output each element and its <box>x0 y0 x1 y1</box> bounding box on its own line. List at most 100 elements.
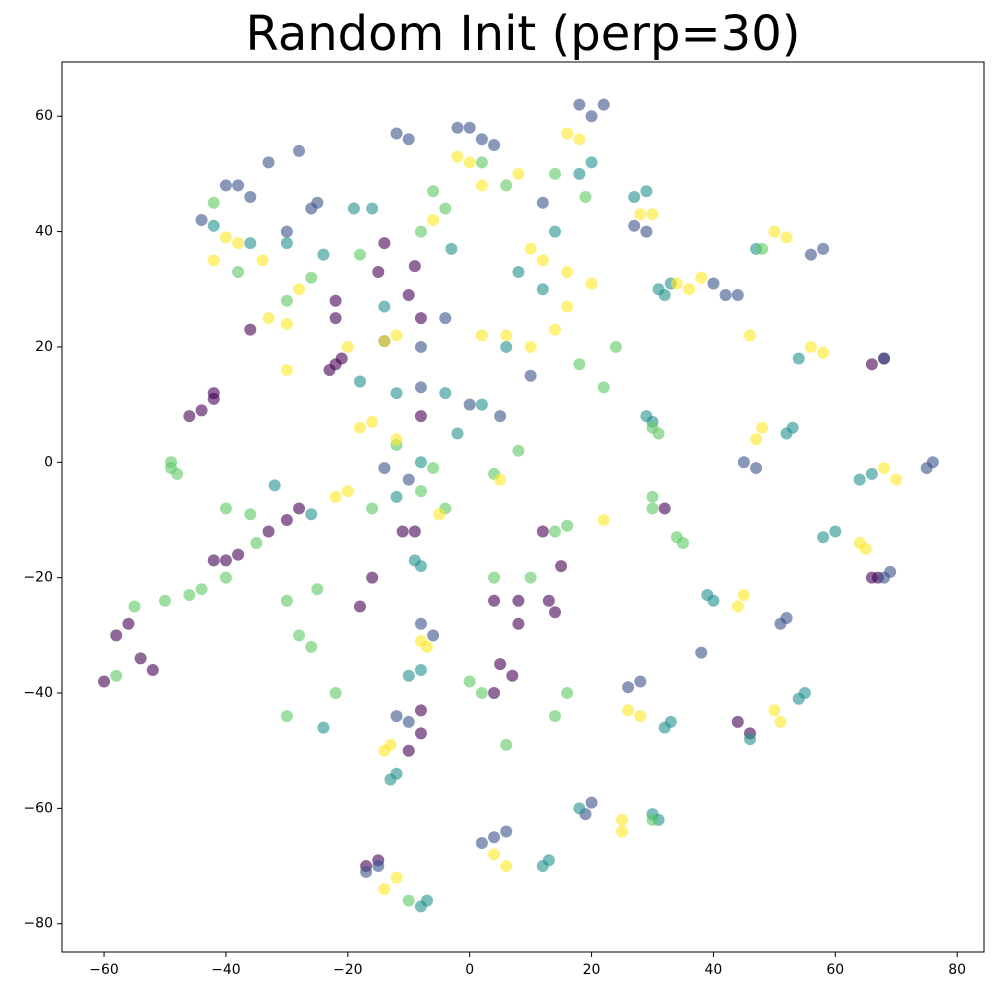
point <box>366 502 379 515</box>
point <box>414 704 427 717</box>
point <box>512 265 525 278</box>
point <box>475 179 488 192</box>
point <box>652 427 665 440</box>
point <box>622 704 635 717</box>
point <box>646 502 659 515</box>
point <box>890 473 903 486</box>
point <box>548 525 561 538</box>
point <box>353 248 366 261</box>
x-tick-label: −40 <box>211 962 241 978</box>
point <box>341 340 354 353</box>
point <box>475 329 488 342</box>
point <box>195 404 208 417</box>
point <box>488 594 501 607</box>
point <box>737 588 750 601</box>
point <box>463 398 476 411</box>
point <box>366 202 379 215</box>
point <box>475 687 488 700</box>
point <box>305 271 318 284</box>
point <box>750 433 763 446</box>
point <box>390 127 403 140</box>
point <box>414 312 427 325</box>
point <box>475 836 488 849</box>
point <box>414 225 427 238</box>
point <box>347 202 360 215</box>
point <box>616 813 629 826</box>
point <box>634 675 647 688</box>
point <box>146 663 159 676</box>
point <box>774 715 787 728</box>
point <box>232 179 245 192</box>
point <box>402 894 415 907</box>
point <box>524 571 537 584</box>
point <box>804 340 817 353</box>
point <box>756 421 769 434</box>
point <box>414 617 427 630</box>
x-tick-label: 60 <box>826 962 844 978</box>
point <box>256 254 269 267</box>
y-tick-label: 20 <box>35 339 53 355</box>
point <box>524 242 537 255</box>
point <box>408 525 421 538</box>
point <box>366 571 379 584</box>
point <box>853 537 866 550</box>
point <box>280 364 293 377</box>
point <box>402 473 415 486</box>
point <box>262 156 275 169</box>
point <box>780 231 793 244</box>
point <box>414 635 427 648</box>
point <box>585 156 598 169</box>
point <box>451 121 464 134</box>
point <box>402 669 415 682</box>
point <box>311 196 324 209</box>
point <box>658 721 671 734</box>
point <box>293 629 306 642</box>
point <box>640 185 653 198</box>
point <box>597 98 610 111</box>
point <box>207 554 220 567</box>
point <box>390 490 403 503</box>
point <box>670 277 683 290</box>
point <box>110 629 123 642</box>
point <box>542 594 555 607</box>
point <box>329 687 342 700</box>
point <box>488 848 501 861</box>
point <box>335 352 348 365</box>
point <box>500 825 513 838</box>
point <box>372 860 385 873</box>
point <box>402 715 415 728</box>
point <box>548 167 561 180</box>
point <box>658 502 671 515</box>
point <box>329 312 342 325</box>
point <box>219 554 232 567</box>
y-tick-label: −20 <box>23 570 53 586</box>
point <box>280 513 293 526</box>
point <box>311 583 324 596</box>
point <box>317 248 330 261</box>
point <box>353 421 366 434</box>
point <box>110 669 123 682</box>
point <box>207 254 220 267</box>
point <box>329 294 342 307</box>
point <box>817 531 830 544</box>
point <box>561 687 574 700</box>
point <box>561 265 574 278</box>
point <box>280 237 293 250</box>
point <box>731 600 744 613</box>
point <box>219 571 232 584</box>
point <box>628 219 641 232</box>
point <box>829 525 842 538</box>
point <box>488 571 501 584</box>
point <box>262 525 275 538</box>
point <box>573 358 586 371</box>
point <box>707 277 720 290</box>
point <box>804 248 817 261</box>
point <box>512 167 525 180</box>
point <box>250 537 263 550</box>
point <box>463 675 476 688</box>
point <box>262 312 275 325</box>
point <box>195 214 208 227</box>
point <box>488 831 501 844</box>
point <box>555 560 568 573</box>
point <box>195 583 208 596</box>
